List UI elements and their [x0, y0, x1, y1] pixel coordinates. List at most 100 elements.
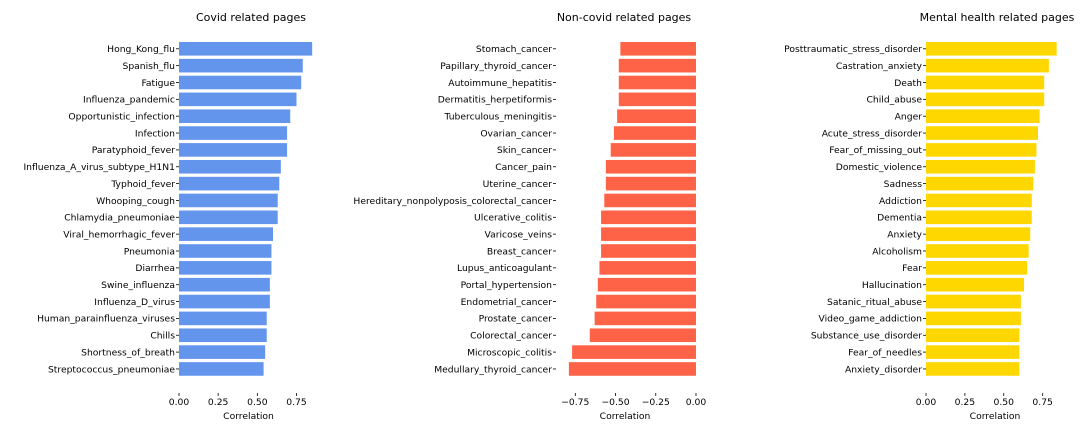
xtick-label: 0.25	[955, 397, 976, 408]
category-label: Child_abuse	[867, 95, 923, 106]
bar	[179, 176, 280, 191]
category-label: Acute_stress_disorder	[822, 128, 923, 139]
xtick-label: −0.50	[601, 397, 629, 408]
category-label: Prostate_cancer	[479, 314, 553, 325]
category-label: Tuberculous_meningitis	[444, 112, 553, 123]
category-label: Chills	[150, 331, 175, 342]
category-label: Medullary_thyroid_cancer	[434, 364, 552, 375]
bar	[926, 362, 1020, 376]
category-label: Posttraumatic_stress_disorder	[784, 44, 922, 55]
bar	[926, 227, 1031, 241]
category-label: Sadness	[884, 179, 923, 190]
bar	[594, 311, 696, 326]
chart-title: Covid related pages	[196, 11, 306, 24]
panel-mental-health: Mental health related pages Posttraumatic…	[784, 11, 1075, 422]
xtick-label: 0.00	[169, 397, 190, 408]
category-label: Colorectal_cancer	[470, 331, 552, 342]
bar	[179, 42, 313, 56]
category-label: Papillary_thyroid_cancer	[440, 61, 552, 72]
panel-covid: Covid related pages Hong_Kong_flu Spanish_…	[23, 11, 313, 422]
bar	[618, 92, 696, 107]
bar	[926, 328, 1020, 343]
category-label: Ulcerative_colitis	[474, 213, 552, 224]
bar	[568, 362, 696, 376]
bar	[179, 277, 270, 292]
bar	[589, 328, 696, 343]
bar	[618, 75, 696, 90]
category-label: Alcoholism	[872, 246, 922, 257]
category-label: Streptococcus_pneumoniae	[48, 364, 175, 375]
bar	[926, 210, 1032, 225]
bar	[179, 227, 273, 241]
category-label: Viral_hemorrhagic_fever	[63, 229, 175, 240]
category-label: Pneumonia	[124, 246, 175, 257]
chart-title: Non-covid related pages	[557, 11, 692, 24]
x-axis-label: Correlation	[223, 411, 274, 422]
category-label: Influenza_pandemic	[83, 95, 175, 106]
bar	[179, 362, 264, 376]
category-label: Anger	[895, 112, 923, 123]
category-label: Cancer_pain	[495, 162, 552, 173]
bar	[610, 143, 696, 157]
x-axis-label: Correlation	[600, 411, 651, 422]
bar	[596, 294, 696, 309]
bar	[926, 159, 1035, 174]
bar	[605, 159, 696, 174]
bar	[599, 261, 696, 275]
category-label: Shortness_of_breath	[81, 347, 175, 358]
bar	[179, 210, 278, 225]
bar	[179, 311, 267, 326]
category-label: Autoimmune_hepatitis	[448, 78, 552, 89]
bar	[179, 92, 297, 107]
bar	[179, 126, 288, 140]
bar	[926, 345, 1020, 359]
category-label: Microscopic_colitis	[467, 347, 552, 358]
category-label: Influenza_A_virus_subtype_H1N1	[23, 162, 175, 173]
category-label: Swine_influenza	[101, 280, 175, 291]
category-label: Chlamydia_pneumoniae	[64, 213, 175, 224]
category-label: Portal_hypertension	[461, 280, 553, 291]
xtick-label: 0.00	[686, 397, 707, 408]
category-label: Substance_use_disorder	[811, 331, 922, 342]
category-label: Stomach_cancer	[476, 44, 552, 55]
category-label: Fear	[902, 263, 922, 274]
bar	[179, 294, 270, 309]
bar	[179, 75, 302, 90]
bar	[926, 143, 1037, 157]
bar	[179, 193, 278, 208]
category-label: Opportunistic_infection	[68, 112, 175, 123]
category-label: Hong_Kong_flu	[107, 44, 175, 55]
category-label: Ovarian_cancer	[480, 128, 552, 139]
bar	[179, 159, 281, 174]
category-label: Hallucination	[862, 280, 922, 291]
category-label: Spanish_flu	[123, 61, 175, 72]
category-label: Fatigue	[141, 78, 175, 89]
category-label: Breast_cancer	[487, 246, 552, 257]
bar	[618, 58, 696, 73]
bar	[613, 126, 696, 140]
bar	[597, 277, 696, 292]
category-label: Influenza_D_virus	[94, 297, 175, 308]
category-label: Typhoid_fever	[110, 179, 175, 190]
xtick-label: 0.75	[286, 397, 307, 408]
bar	[179, 261, 272, 275]
category-label: Uterine_cancer	[483, 179, 553, 190]
category-label: Addiction	[879, 196, 922, 207]
bar	[179, 58, 303, 73]
bar	[926, 75, 1045, 90]
category-label: Dermatitis_herpetiformis	[438, 95, 552, 106]
bar	[179, 143, 288, 157]
panel-non-covid: Non-covid related pages Stomach_cancer Pap…	[353, 11, 706, 422]
bar	[604, 193, 696, 208]
bar	[926, 311, 1021, 326]
category-label: Whooping_cough	[96, 196, 175, 207]
bar	[926, 58, 1049, 73]
bar	[601, 227, 696, 241]
chart-title: Mental health related pages	[920, 11, 1075, 24]
bar	[926, 261, 1028, 275]
xtick-label: 0.75	[1032, 397, 1053, 408]
category-label: Hereditary_nonpolyposis_colorectal_cance…	[353, 196, 552, 207]
category-label: Endometrial_cancer	[461, 297, 553, 308]
bar	[617, 109, 696, 123]
